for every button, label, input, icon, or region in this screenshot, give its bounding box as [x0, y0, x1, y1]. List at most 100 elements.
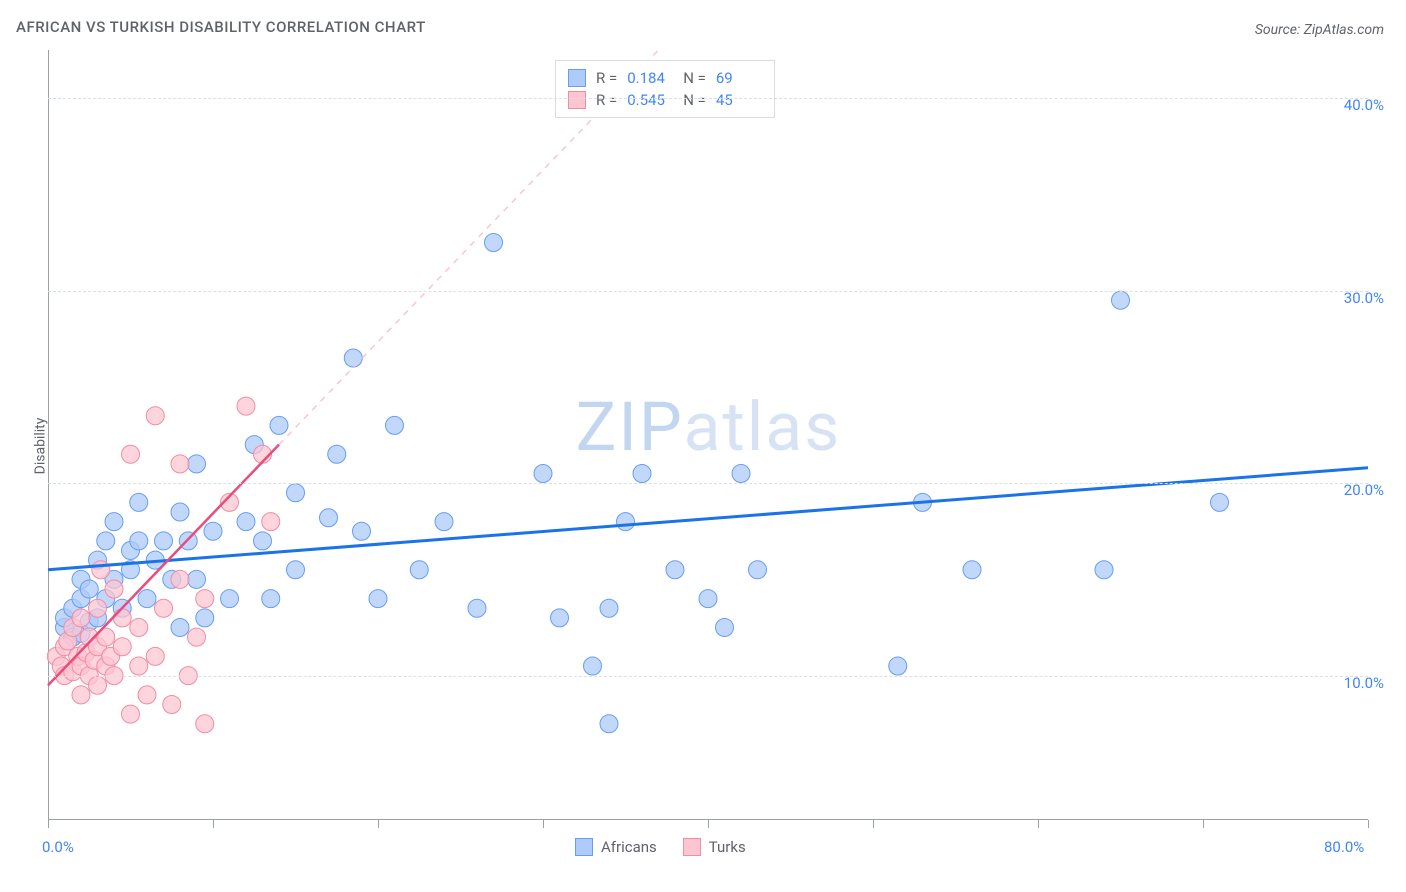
scatter-point [328, 445, 346, 463]
scatter-point [130, 493, 148, 511]
legend-swatch [568, 69, 586, 87]
scatter-point [666, 561, 684, 579]
scatter-point [105, 513, 123, 531]
scatter-point [155, 532, 173, 550]
scatter-point [188, 455, 206, 473]
legend-bottom: Africans Turks [575, 838, 746, 856]
legend-label: Turks [709, 838, 746, 856]
scatter-point [584, 657, 602, 675]
scatter-point [716, 619, 734, 637]
scatter-point [262, 590, 280, 608]
legend-item: Africans [575, 838, 657, 856]
scatter-point [237, 397, 255, 415]
scatter-point [287, 484, 305, 502]
x-tick [1203, 820, 1204, 828]
scatter-point [92, 561, 110, 579]
scatter-point [196, 715, 214, 733]
trend-line-turks [48, 445, 279, 686]
y-tick-label: 30.0% [1344, 289, 1384, 307]
scatter-point [204, 522, 222, 540]
scatter-point [130, 532, 148, 550]
stat-r-value: 0.545 [627, 91, 673, 109]
gridline-h [48, 291, 1368, 292]
stat-n-value: 45 [716, 91, 762, 109]
scatter-point [237, 513, 255, 531]
scatter-point [89, 676, 107, 694]
scatter-point [468, 599, 486, 617]
scatter-point [600, 715, 618, 733]
stats-row: R = 0.545 N = 45 [568, 89, 762, 111]
x-tick [48, 820, 49, 828]
scatter-point [130, 619, 148, 637]
scatter-point [600, 599, 618, 617]
plot-svg [48, 50, 1368, 820]
scatter-point [386, 416, 404, 434]
scatter-point [435, 513, 453, 531]
scatter-point [72, 609, 90, 627]
scatter-point [749, 561, 767, 579]
x-tick-label: 0.0% [42, 838, 74, 856]
scatter-point [138, 686, 156, 704]
x-tick [543, 820, 544, 828]
stat-n-label: N = [683, 69, 706, 87]
y-tick-label: 40.0% [1344, 96, 1384, 114]
x-tick [873, 820, 874, 828]
scatter-point [72, 686, 90, 704]
x-tick [1368, 820, 1369, 828]
legend-label: Africans [601, 838, 657, 856]
scatter-point [196, 609, 214, 627]
scatter-point [732, 465, 750, 483]
stat-r-label: R = [596, 69, 617, 87]
scatter-point [1211, 493, 1229, 511]
scatter-point [1112, 291, 1130, 309]
scatter-point [699, 590, 717, 608]
stat-r-value: 0.184 [627, 69, 673, 87]
scatter-point [113, 609, 131, 627]
x-tick [708, 820, 709, 828]
scatter-point [369, 590, 387, 608]
source-attribution: Source: ZipAtlas.com [1255, 22, 1384, 38]
x-tick [378, 820, 379, 828]
stat-r-label: R = [596, 91, 617, 109]
scatter-point [320, 509, 338, 527]
stat-n-value: 69 [716, 69, 762, 87]
legend-item: Turks [683, 838, 746, 856]
chart-container: AFRICAN VS TURKISH DISABILITY CORRELATIO… [0, 0, 1406, 892]
scatter-point [534, 465, 552, 483]
scatter-point [171, 570, 189, 588]
legend-swatch [683, 838, 701, 856]
scatter-point [353, 522, 371, 540]
scatter-point [171, 619, 189, 637]
scatter-point [254, 532, 272, 550]
y-tick-label: 10.0% [1344, 674, 1384, 692]
scatter-point [171, 503, 189, 521]
scatter-point [146, 407, 164, 425]
x-tick [213, 820, 214, 828]
scatter-point [1095, 561, 1113, 579]
scatter-point [188, 570, 206, 588]
stat-n-label: N = [683, 91, 706, 109]
y-tick-label: 20.0% [1344, 481, 1384, 499]
scatter-point [963, 561, 981, 579]
scatter-point [188, 628, 206, 646]
scatter-point [287, 561, 305, 579]
y-axis-label: Disability [32, 418, 48, 475]
scatter-point [485, 234, 503, 252]
scatter-point [155, 599, 173, 617]
gridline-h [48, 483, 1368, 484]
legend-swatch [568, 91, 586, 109]
scatter-point [105, 580, 123, 598]
scatter-point [221, 590, 239, 608]
stats-row: R = 0.184 N = 69 [568, 67, 762, 89]
scatter-point [196, 590, 214, 608]
gridline-h [48, 676, 1368, 677]
scatter-point [122, 445, 140, 463]
scatter-point [97, 532, 115, 550]
scatter-point [113, 638, 131, 656]
scatter-point [617, 513, 635, 531]
scatter-point [171, 455, 189, 473]
legend-swatch [575, 838, 593, 856]
scatter-point [80, 580, 98, 598]
scatter-point [122, 705, 140, 723]
scatter-point [270, 416, 288, 434]
